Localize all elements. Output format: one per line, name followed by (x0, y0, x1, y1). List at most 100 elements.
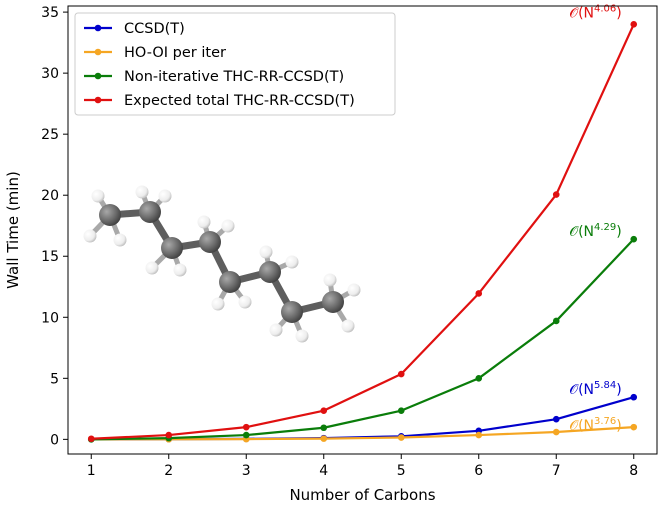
scaling-annotation: 𝒪(N3.76) (569, 416, 622, 434)
hydrogen-atom (238, 295, 252, 309)
data-point (475, 431, 483, 439)
series-line (91, 238, 635, 441)
legend-entry: Non-iterative THC-RR-CCSD(T) (84, 69, 344, 85)
scaling-annotation: 𝒪(N5.84) (569, 380, 622, 398)
series-2 (87, 235, 638, 443)
x-tick-label: 4 (319, 463, 328, 479)
annotation-exponent: 3.76 (594, 416, 616, 427)
carbon-atom (139, 201, 161, 223)
y-axis-label: Wall Time (min) (4, 171, 22, 289)
annotation-suffix: ) (616, 382, 621, 398)
data-point (397, 370, 405, 378)
x-tick-label: 5 (397, 463, 406, 479)
data-point (630, 21, 638, 28)
data-point (242, 423, 250, 431)
legend: CCSD(T) HO-OI per iter Non-iterative THC-R… (74, 12, 396, 116)
legend-label: CCSD(T) (124, 21, 185, 37)
hydrogen-atom (285, 255, 299, 269)
annotation-prefix: 𝒪(N (569, 382, 594, 398)
legend-marker (94, 72, 102, 80)
legend-entry: HO-OI per iter (84, 45, 226, 61)
data-point (397, 434, 405, 441)
hydrogen-atom (221, 219, 235, 233)
scaling-annotation: 𝒪(N4.29) (569, 222, 622, 240)
data-point (165, 431, 173, 439)
data-point (87, 435, 95, 443)
y-tick-label: 30 (41, 66, 59, 82)
hydrogen-atom (173, 263, 187, 277)
hydrogen-atom (347, 283, 361, 297)
y-tick-label: 5 (50, 371, 59, 387)
x-tick-label: 7 (552, 463, 561, 479)
carbon-atom (281, 301, 303, 323)
octane-molecule-image (83, 185, 361, 343)
annotation-suffix: ) (616, 418, 621, 434)
data-point (630, 423, 638, 431)
data-point (320, 407, 328, 414)
x-tick-label: 6 (474, 463, 483, 479)
y-tick-label: 25 (41, 127, 59, 143)
y-tick-label: 20 (41, 188, 59, 204)
scaling-annotations: 𝒪(N4.06)𝒪(N4.29)𝒪(N5.84)𝒪(N3.76) (569, 3, 622, 434)
annotation-exponent: 5.84 (594, 380, 616, 391)
data-point (475, 375, 483, 382)
legend-entry: CCSD(T) (84, 21, 185, 37)
data-point (552, 317, 560, 325)
x-tick-label: 1 (87, 463, 96, 479)
x-axis-label: Number of Carbons (289, 486, 435, 504)
hydrogen-atom (197, 215, 211, 229)
annotation-exponent: 4.29 (594, 222, 616, 233)
y-tick-label: 10 (41, 310, 59, 326)
carbon-atom (199, 231, 221, 253)
molecule-atoms (83, 185, 361, 343)
legend-entry: Expected total THC-RR-CCSD(T) (84, 93, 355, 109)
annotation-suffix: ) (616, 224, 621, 240)
series-layer (87, 21, 638, 443)
data-point (630, 393, 638, 401)
hydrogen-atom (91, 189, 105, 203)
hydrogen-atom (158, 189, 172, 203)
data-point (320, 424, 328, 432)
carbon-atom (259, 261, 281, 283)
x-tick-label: 3 (242, 463, 251, 479)
plot-frame (67, 5, 658, 455)
legend-box (74, 12, 396, 116)
annotation-suffix: ) (616, 5, 621, 21)
molecule-bonds (87, 189, 357, 339)
data-point (320, 435, 328, 442)
hydrogen-atom (295, 329, 309, 343)
data-point (630, 235, 638, 243)
annotation-prefix: 𝒪(N (569, 224, 594, 240)
annotation-prefix: 𝒪(N (569, 5, 594, 21)
hydrogen-atom (269, 323, 283, 337)
series-line (91, 426, 634, 441)
y-tick-label: 35 (41, 5, 59, 21)
data-point (552, 191, 560, 198)
annotation-exponent: 4.06 (594, 3, 616, 14)
legend-marker (94, 96, 102, 104)
y-axis: 0 5 10 15 20 25 30 35 (41, 5, 68, 448)
legend-label: HO-OI per iter (124, 45, 226, 61)
carbon-atom (219, 271, 241, 293)
data-point (242, 431, 250, 439)
hydrogen-atom (341, 319, 355, 333)
legend-label: Non-iterative THC-RR-CCSD(T) (124, 69, 344, 85)
hydrogen-atom (145, 261, 159, 275)
series-line (91, 23, 635, 440)
y-tick-label: 15 (41, 249, 59, 265)
x-tick-label: 2 (164, 463, 173, 479)
carbon-atom (322, 291, 344, 313)
scaling-annotation: 𝒪(N4.06) (569, 3, 622, 21)
hydrogen-atom (135, 185, 149, 199)
legend-marker (94, 48, 102, 56)
hydrogen-atom (83, 229, 97, 243)
data-point (552, 415, 560, 423)
data-point (397, 407, 405, 414)
x-axis: 1 2 3 4 5 6 7 8 (87, 454, 638, 479)
annotation-prefix: 𝒪(N (569, 418, 594, 434)
hydrogen-atom (259, 245, 273, 259)
hydrogen-atom (113, 233, 127, 247)
legend-label: Expected total THC-RR-CCSD(T) (124, 93, 355, 109)
data-point (475, 290, 483, 297)
